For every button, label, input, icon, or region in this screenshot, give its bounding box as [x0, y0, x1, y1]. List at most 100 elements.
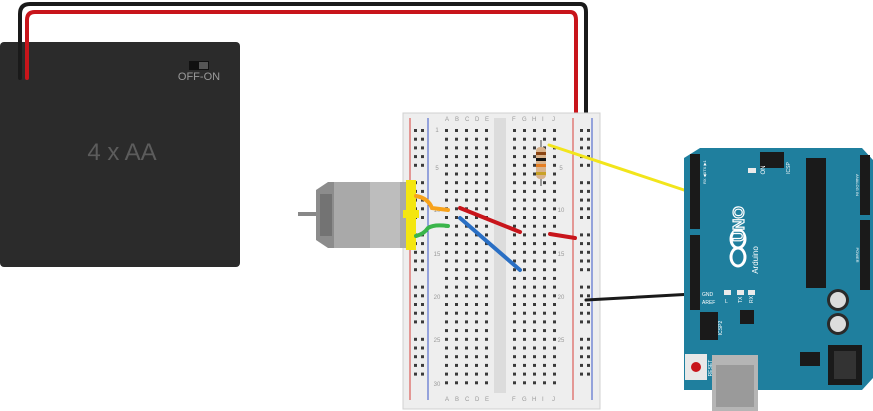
rail-hole[interactable] — [580, 285, 583, 289]
breadboard-hole[interactable] — [445, 137, 448, 141]
breadboard-hole[interactable] — [533, 242, 536, 246]
breadboard-hole[interactable] — [475, 146, 478, 150]
rail-hole[interactable] — [587, 372, 590, 376]
breadboard-hole[interactable] — [445, 355, 448, 359]
rail-hole[interactable] — [587, 268, 590, 272]
rail-hole[interactable] — [414, 137, 417, 141]
breadboard-hole[interactable] — [485, 189, 488, 193]
breadboard-hole[interactable] — [475, 381, 478, 385]
rail-hole[interactable] — [587, 189, 590, 193]
breadboard-hole[interactable] — [523, 198, 526, 202]
breadboard-hole[interactable] — [475, 250, 478, 254]
rail-hole[interactable] — [580, 242, 583, 246]
rail-hole[interactable] — [414, 303, 417, 306]
breadboard-hole[interactable] — [485, 355, 488, 359]
rail-hole[interactable] — [414, 259, 417, 263]
rail-hole[interactable] — [421, 129, 424, 132]
breadboard-hole[interactable] — [485, 346, 488, 350]
breadboard-hole[interactable] — [543, 259, 546, 263]
rail-hole[interactable] — [580, 129, 583, 132]
breadboard-hole[interactable] — [485, 276, 488, 280]
breadboard-hole[interactable] — [553, 337, 556, 341]
breadboard-hole[interactable] — [543, 181, 546, 185]
breadboard-hole[interactable] — [445, 198, 448, 202]
breadboard-hole[interactable] — [455, 207, 458, 211]
rail-hole[interactable] — [580, 181, 583, 185]
breadboard-hole[interactable] — [465, 337, 468, 341]
breadboard-hole[interactable] — [485, 381, 488, 385]
breadboard-hole[interactable] — [485, 268, 488, 272]
breadboard-hole[interactable] — [553, 346, 556, 350]
rail-hole[interactable] — [580, 259, 583, 263]
breadboard-hole[interactable] — [455, 363, 458, 367]
breadboard-hole[interactable] — [485, 198, 488, 202]
breadboard-hole[interactable] — [513, 276, 516, 280]
breadboard-hole[interactable] — [553, 303, 556, 306]
breadboard-hole[interactable] — [445, 363, 448, 367]
breadboard-hole[interactable] — [475, 320, 478, 324]
breadboard-hole[interactable] — [523, 337, 526, 341]
rail-hole[interactable] — [580, 337, 583, 341]
breadboard-hole[interactable] — [513, 216, 516, 219]
breadboard-hole[interactable] — [543, 337, 546, 341]
breadboard-hole[interactable] — [455, 320, 458, 324]
breadboard-hole[interactable] — [543, 129, 546, 132]
breadboard-hole[interactable] — [513, 303, 516, 306]
rail-hole[interactable] — [421, 216, 424, 219]
breadboard-hole[interactable] — [513, 233, 516, 237]
breadboard-hole[interactable] — [475, 163, 478, 167]
breadboard-hole[interactable] — [445, 129, 448, 132]
breadboard-hole[interactable] — [533, 285, 536, 289]
breadboard-hole[interactable] — [445, 337, 448, 341]
breadboard-hole[interactable] — [543, 381, 546, 385]
rail-hole[interactable] — [587, 355, 590, 359]
breadboard-hole[interactable] — [533, 233, 536, 237]
breadboard-hole[interactable] — [523, 329, 526, 333]
breadboard-hole[interactable] — [513, 311, 516, 315]
rail-hole[interactable] — [421, 250, 424, 254]
breadboard-hole[interactable] — [485, 146, 488, 150]
rail-hole[interactable] — [587, 285, 590, 289]
breadboard-hole[interactable] — [533, 137, 536, 141]
breadboard-hole[interactable] — [455, 216, 458, 219]
breadboard-hole[interactable] — [533, 189, 536, 193]
breadboard-hole[interactable] — [553, 294, 556, 298]
breadboard-hole[interactable] — [513, 172, 516, 176]
breadboard-hole[interactable] — [543, 198, 546, 202]
breadboard-hole[interactable] — [533, 294, 536, 298]
breadboard-hole[interactable] — [445, 311, 448, 315]
breadboard-hole[interactable] — [475, 285, 478, 289]
rail-hole[interactable] — [587, 137, 590, 141]
breadboard-hole[interactable] — [533, 216, 536, 219]
breadboard-hole[interactable] — [445, 233, 448, 237]
breadboard-hole[interactable] — [533, 259, 536, 263]
breadboard-hole[interactable] — [485, 155, 488, 159]
breadboard-hole[interactable] — [485, 259, 488, 263]
rail-hole[interactable] — [580, 320, 583, 324]
breadboard-hole[interactable] — [445, 276, 448, 280]
breadboard-hole[interactable] — [513, 337, 516, 341]
breadboard-hole[interactable] — [553, 189, 556, 193]
breadboard-hole[interactable] — [445, 146, 448, 150]
breadboard-hole[interactable] — [455, 372, 458, 376]
rail-hole[interactable] — [421, 189, 424, 193]
breadboard-hole[interactable] — [465, 137, 468, 141]
rail-hole[interactable] — [421, 320, 424, 324]
rail-hole[interactable] — [587, 129, 590, 132]
breadboard-hole[interactable] — [445, 294, 448, 298]
breadboard-hole[interactable] — [445, 172, 448, 176]
breadboard-hole[interactable] — [475, 294, 478, 298]
breadboard-hole[interactable] — [523, 207, 526, 211]
breadboard-hole[interactable] — [523, 363, 526, 367]
rail-hole[interactable] — [414, 372, 417, 376]
breadboard-hole[interactable] — [485, 311, 488, 315]
breadboard-hole[interactable] — [513, 285, 516, 289]
breadboard-hole[interactable] — [533, 268, 536, 272]
rail-hole[interactable] — [414, 163, 417, 167]
breadboard-hole[interactable] — [553, 207, 556, 211]
breadboard-hole[interactable] — [455, 242, 458, 246]
breadboard-hole[interactable] — [475, 372, 478, 376]
breadboard-hole[interactable] — [445, 381, 448, 385]
breadboard-hole[interactable] — [523, 172, 526, 176]
breadboard-hole[interactable] — [523, 372, 526, 376]
